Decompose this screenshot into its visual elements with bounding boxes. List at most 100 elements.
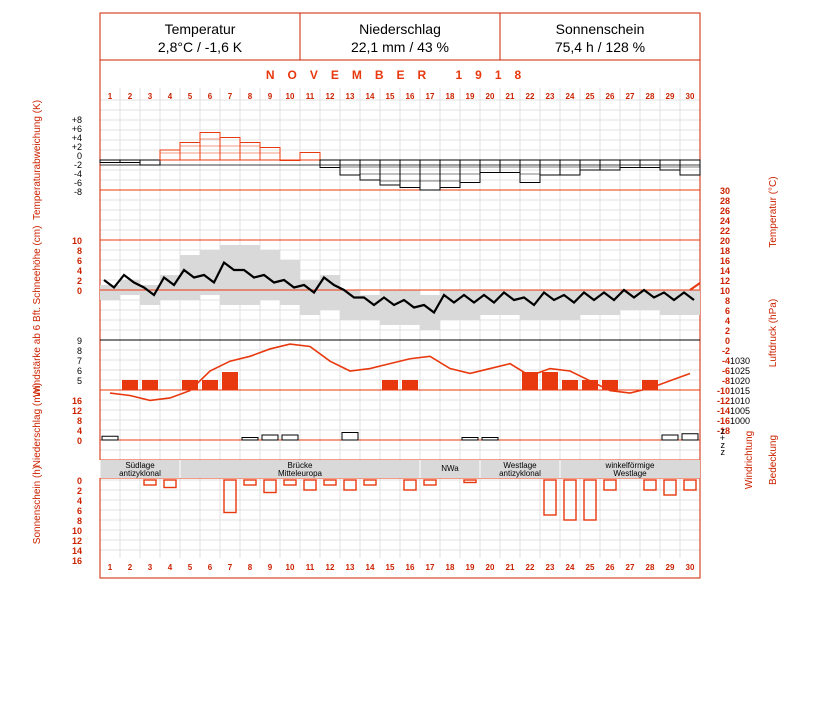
tick-temp-anomaly: +2: [72, 142, 82, 152]
anomaly-bar: [179, 142, 201, 161]
day-label-bottom: 8: [248, 563, 253, 572]
day-label-top: 25: [586, 92, 595, 101]
wind-bar: [142, 380, 158, 390]
axis-label-cloud: Bedeckung: [768, 435, 779, 485]
axis-label-precip: Niederschlag (mm): [32, 383, 43, 467]
sunshine-bar: [163, 479, 177, 489]
day-label-top: 17: [426, 92, 435, 101]
temp-range-band: [460, 290, 480, 320]
day-label-top: 12: [326, 92, 335, 101]
day-label-bottom: 15: [386, 563, 395, 572]
axis-ticks: +8+6+4+20-2-4-6-810864209876516128400246…: [72, 115, 750, 566]
day-label-top: 22: [526, 92, 535, 101]
tick-pressure: 1020: [730, 376, 750, 386]
temp-range-band: [520, 290, 540, 320]
tick-winddir: z: [721, 426, 726, 436]
axis-label-temp-anomaly: Temperaturabweichung (K): [32, 100, 43, 220]
day-label-top: 5: [188, 92, 193, 101]
day-label-bottom: 19: [466, 563, 475, 572]
precip-bar: [341, 432, 359, 441]
temp-range-band: [180, 255, 200, 300]
temp-value: 2,8°C / -1,6 K: [158, 39, 243, 55]
tick-sun: 0: [77, 476, 82, 486]
tick-sun: 16: [72, 556, 82, 566]
wind-bar: [582, 380, 598, 390]
tick-wind: 8: [77, 346, 82, 356]
sunshine-bar: [583, 479, 597, 521]
sunshine-bar: [263, 479, 277, 494]
tick-temp-anomaly: +6: [72, 124, 82, 134]
day-label-bottom: 11: [306, 563, 315, 572]
temp-range-band: [600, 290, 620, 315]
sunshine-bar: [323, 479, 337, 486]
tick-temperature: 12: [720, 276, 730, 286]
wx-label: winkelförmige: [605, 461, 655, 470]
temp-range-band: [660, 290, 680, 315]
temp-range-band: [500, 290, 520, 315]
day-label-top: 18: [446, 92, 455, 101]
day-label-top: 20: [486, 92, 495, 101]
day-label-top: 11: [306, 92, 315, 101]
anomaly-bar: [239, 142, 261, 161]
tick-snow: 4: [77, 266, 82, 276]
anomaly-bar: [99, 159, 121, 163]
anomaly-bar: [279, 159, 301, 161]
day-label-bottom: 24: [566, 563, 575, 572]
temp-range-band: [280, 260, 300, 305]
tick-temperature: -2: [722, 346, 730, 356]
anomaly-bar: [299, 152, 321, 161]
tick-sun: 2: [77, 486, 82, 496]
anomaly-bar: [219, 137, 241, 161]
tick-temp-anomaly: +8: [72, 115, 82, 125]
day-label-top: 13: [346, 92, 355, 101]
temp-range-band: [380, 290, 400, 325]
day-label-bottom: 18: [446, 563, 455, 572]
tick-temperature: 22: [720, 226, 730, 236]
precip-bar: [281, 434, 299, 441]
temperature-series: [103, 260, 701, 315]
temp-range-band: [680, 290, 700, 315]
day-label-bottom: 9: [268, 563, 273, 572]
wx-label: Südlage: [125, 461, 155, 470]
axis-label-wind-dir: Windrichtung: [744, 431, 755, 489]
sunshine-bar: [223, 479, 237, 514]
anomaly-bar: [679, 159, 701, 176]
anomaly-bar: [619, 159, 641, 168]
day-label-bottom: 7: [228, 563, 233, 572]
tick-temperature: 10: [720, 286, 730, 296]
temp-range-band: [100, 285, 120, 300]
precip-bar: [101, 435, 119, 441]
day-label-top: 8: [248, 92, 253, 101]
day-label-top: 2: [128, 92, 133, 101]
wx-label: Brücke: [288, 461, 313, 470]
axis-label-snow: Schneehöhe (cm): [32, 226, 43, 305]
tick-temperature: 28: [720, 196, 730, 206]
precip-bar: [661, 434, 679, 441]
day-label-bottom: 2: [128, 563, 133, 572]
anomaly-bar: [139, 159, 161, 166]
tick-temp-anomaly: -4: [74, 169, 82, 179]
anomaly-bar: [319, 159, 341, 168]
wind-bar: [562, 380, 578, 390]
day-label-bottom: 1: [108, 563, 113, 572]
sunshine-series: [143, 479, 697, 521]
day-label-top: 3: [148, 92, 153, 101]
day-label-top: 16: [406, 92, 415, 101]
wx-label: Mitteleuropa: [278, 469, 323, 478]
temp-mean-line: [103, 260, 695, 315]
day-labels-bottom: 1 2 3 4 5 6 7 8 9 10 11 12 13 14 15 16 17 18 19 20 21 22 23 24 2…: [108, 563, 695, 572]
anomaly-bar: [519, 159, 541, 183]
tick-temperature: -6: [722, 366, 730, 376]
temp-range-band: [580, 290, 600, 315]
tick-pressure: 1010: [730, 396, 750, 406]
day-label-top: 24: [566, 92, 575, 101]
tick-temperature: 2: [725, 326, 730, 336]
tick-temperature: 6: [725, 306, 730, 316]
day-label-bottom: 10: [286, 563, 295, 572]
day-label-top: 14: [366, 92, 375, 101]
wind-bar: [642, 380, 658, 390]
wind-bar: [122, 380, 138, 390]
precip-bar: [261, 434, 279, 441]
day-label-bottom: 22: [526, 563, 535, 572]
tick-temperature: -14: [717, 406, 730, 416]
